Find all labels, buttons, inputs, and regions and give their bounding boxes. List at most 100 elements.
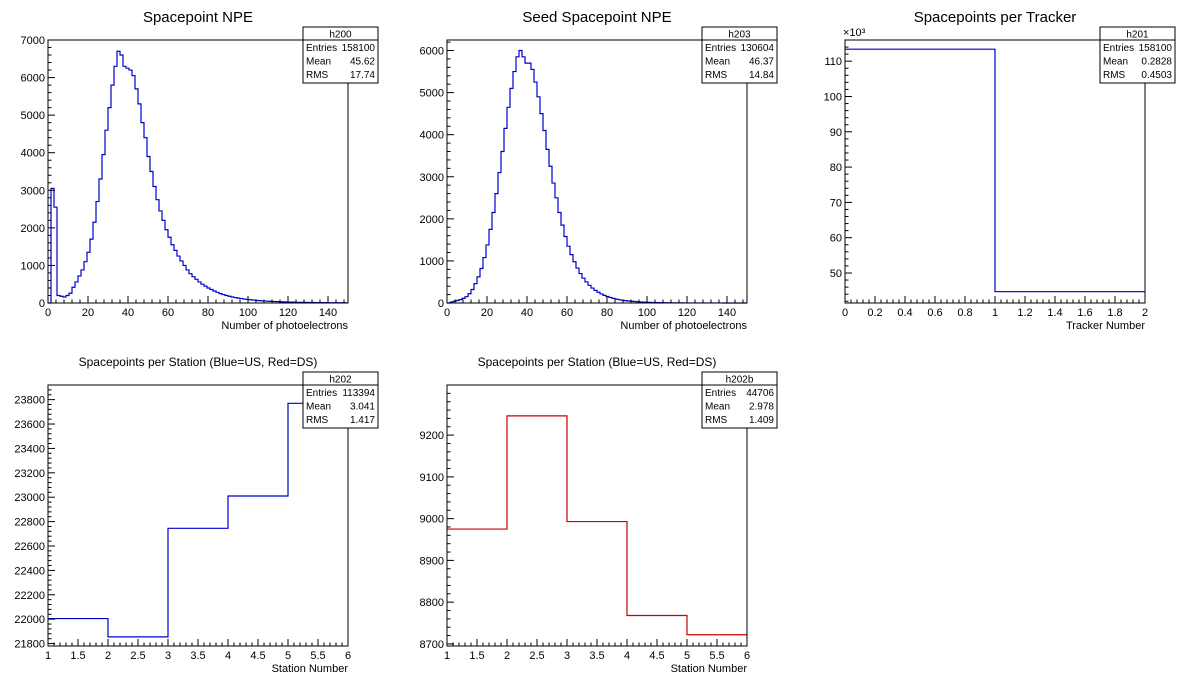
- x-tick-label: 3.5: [589, 650, 604, 662]
- x-tick-label: 0: [444, 307, 450, 319]
- stats-label-entries: Entries: [705, 388, 736, 399]
- x-tick-label: 1: [444, 650, 450, 662]
- y-tick-label: 1000: [420, 256, 444, 268]
- x-tick-label: 140: [319, 307, 337, 319]
- y-tick-label: 5000: [420, 88, 444, 100]
- x-tick-label: 3: [165, 650, 171, 662]
- stats-box: h203 Entries 130604 Mean 46.37 RMS 14.84: [701, 26, 778, 84]
- y-tick-label: 70: [830, 197, 842, 209]
- stats-value-mean: 2.978: [749, 402, 774, 413]
- stats-label-rms: RMS: [306, 415, 329, 426]
- histogram-line: [48, 402, 348, 638]
- stats-box: h202b Entries 44706 Mean 2.978 RMS 1.409: [701, 371, 778, 429]
- y-tick-label: 23800: [14, 395, 45, 407]
- x-tick-label: 6: [744, 650, 750, 662]
- x-tick-label: 5.5: [310, 650, 325, 662]
- x-tick-label: 0.2: [867, 307, 882, 319]
- stats-value-rms: 14.84: [749, 70, 774, 81]
- y-tick-label: 21800: [14, 639, 45, 651]
- stats-value-rms: 0.4503: [1141, 70, 1172, 81]
- x-tick-label: 2.5: [529, 650, 544, 662]
- x-tick-label: 4.5: [649, 650, 664, 662]
- histogram-h200: Spacepoint NPE 0 20 40 60 80 100 120 140 0 1000 200…: [21, 9, 379, 332]
- stats-value-entries: 44706: [746, 388, 774, 399]
- y-tick-label: 2000: [21, 223, 45, 235]
- stats-value-rms: 1.409: [749, 415, 774, 426]
- y-tick-label: 4000: [420, 130, 444, 142]
- y-tick-label: 8700: [420, 639, 444, 651]
- stats-label-entries: Entries: [306, 388, 337, 399]
- histogram-h201: Spacepoints per Tracker 0 0.2 0.4 0.6 0.8 1 1.2…: [824, 9, 1176, 332]
- stats-value-mean: 0.2828: [1141, 57, 1172, 68]
- stats-name: h203: [728, 30, 751, 41]
- histogram-h202b: Spacepoints per Station (Blue=US, Red=DS…: [420, 355, 778, 675]
- x-axis-label: Station Number: [272, 663, 349, 675]
- stats-box: h201 Entries 158100 Mean 0.2828 RMS 0.4503: [1099, 26, 1176, 84]
- x-tick-label: 0: [45, 307, 51, 319]
- x-tick-label: 80: [601, 307, 613, 319]
- histogram-line: [447, 415, 747, 636]
- stats-value-mean: 3.041: [350, 402, 375, 413]
- x-tick-label: 2.5: [130, 650, 145, 662]
- y-tick-label: 22400: [14, 565, 45, 577]
- x-tick-label: 1.8: [1107, 307, 1122, 319]
- y-tick-label: 90: [830, 127, 842, 139]
- x-tick-label: 4.5: [250, 650, 265, 662]
- y-exponent-label: ×10³: [843, 27, 866, 39]
- stats-label-mean: Mean: [705, 57, 730, 68]
- x-tick-label: 2: [105, 650, 111, 662]
- stats-label-rms: RMS: [705, 70, 728, 81]
- x-tick-label: 80: [202, 307, 214, 319]
- stats-name: h200: [329, 30, 352, 41]
- stats-value-entries: 158100: [342, 43, 376, 54]
- y-tick-label: 3000: [420, 172, 444, 184]
- y-tick-label: 110: [824, 56, 842, 68]
- stats-label-entries: Entries: [705, 43, 736, 54]
- x-tick-label: 1.2: [1017, 307, 1032, 319]
- y-tick-label: 23400: [14, 443, 45, 455]
- y-tick-label: 6000: [420, 46, 444, 58]
- x-axis-label: Number of photoelectrons: [221, 320, 348, 332]
- x-tick-label: 60: [162, 307, 174, 319]
- x-tick-label: 60: [561, 307, 573, 319]
- y-tick-label: 9100: [420, 472, 444, 484]
- x-tick-label: 100: [638, 307, 656, 319]
- y-tick-label: 3000: [21, 185, 45, 197]
- x-tick-label: 20: [481, 307, 493, 319]
- plot-frame: [47, 39, 349, 304]
- x-tick-label: 20: [82, 307, 94, 319]
- x-tick-label: 100: [239, 307, 257, 319]
- y-tick-label: 5000: [21, 110, 45, 122]
- stats-label-mean: Mean: [306, 57, 331, 68]
- y-tick-label: 8800: [420, 597, 444, 609]
- x-axis-label: Tracker Number: [1066, 320, 1145, 332]
- stats-value-rms: 1.417: [350, 415, 375, 426]
- y-tick-label: 2000: [420, 214, 444, 226]
- x-tick-label: 3: [564, 650, 570, 662]
- x-tick-label: 1.4: [1047, 307, 1062, 319]
- y-tick-label: 8900: [420, 555, 444, 567]
- y-tick-label: 22000: [14, 614, 45, 626]
- x-tick-label: 6: [345, 650, 351, 662]
- stats-value-entries: 158100: [1139, 43, 1173, 54]
- x-axis-label: Number of photoelectrons: [620, 320, 747, 332]
- x-tick-label: 1.6: [1077, 307, 1092, 319]
- stats-name: h202b: [726, 375, 754, 386]
- x-tick-label: 5.5: [709, 650, 724, 662]
- x-tick-label: 2: [504, 650, 510, 662]
- stats-name: h201: [1126, 30, 1149, 41]
- chart-title: Spacepoints per Station (Blue=US, Red=DS…: [478, 355, 717, 369]
- x-tick-label: 0.8: [957, 307, 972, 319]
- x-tick-label: 120: [678, 307, 696, 319]
- y-tick-label: 100: [824, 91, 842, 103]
- stats-label-entries: Entries: [306, 43, 337, 54]
- x-tick-label: 0.6: [927, 307, 942, 319]
- chart-title: Seed Spacepoint NPE: [522, 9, 671, 26]
- stats-value-rms: 17.74: [350, 70, 375, 81]
- x-tick-label: 1.5: [469, 650, 484, 662]
- x-tick-label: 0.4: [897, 307, 912, 319]
- stats-value-entries: 113394: [342, 388, 375, 399]
- y-tick-label: 23200: [14, 468, 45, 480]
- stats-value-mean: 45.62: [350, 57, 375, 68]
